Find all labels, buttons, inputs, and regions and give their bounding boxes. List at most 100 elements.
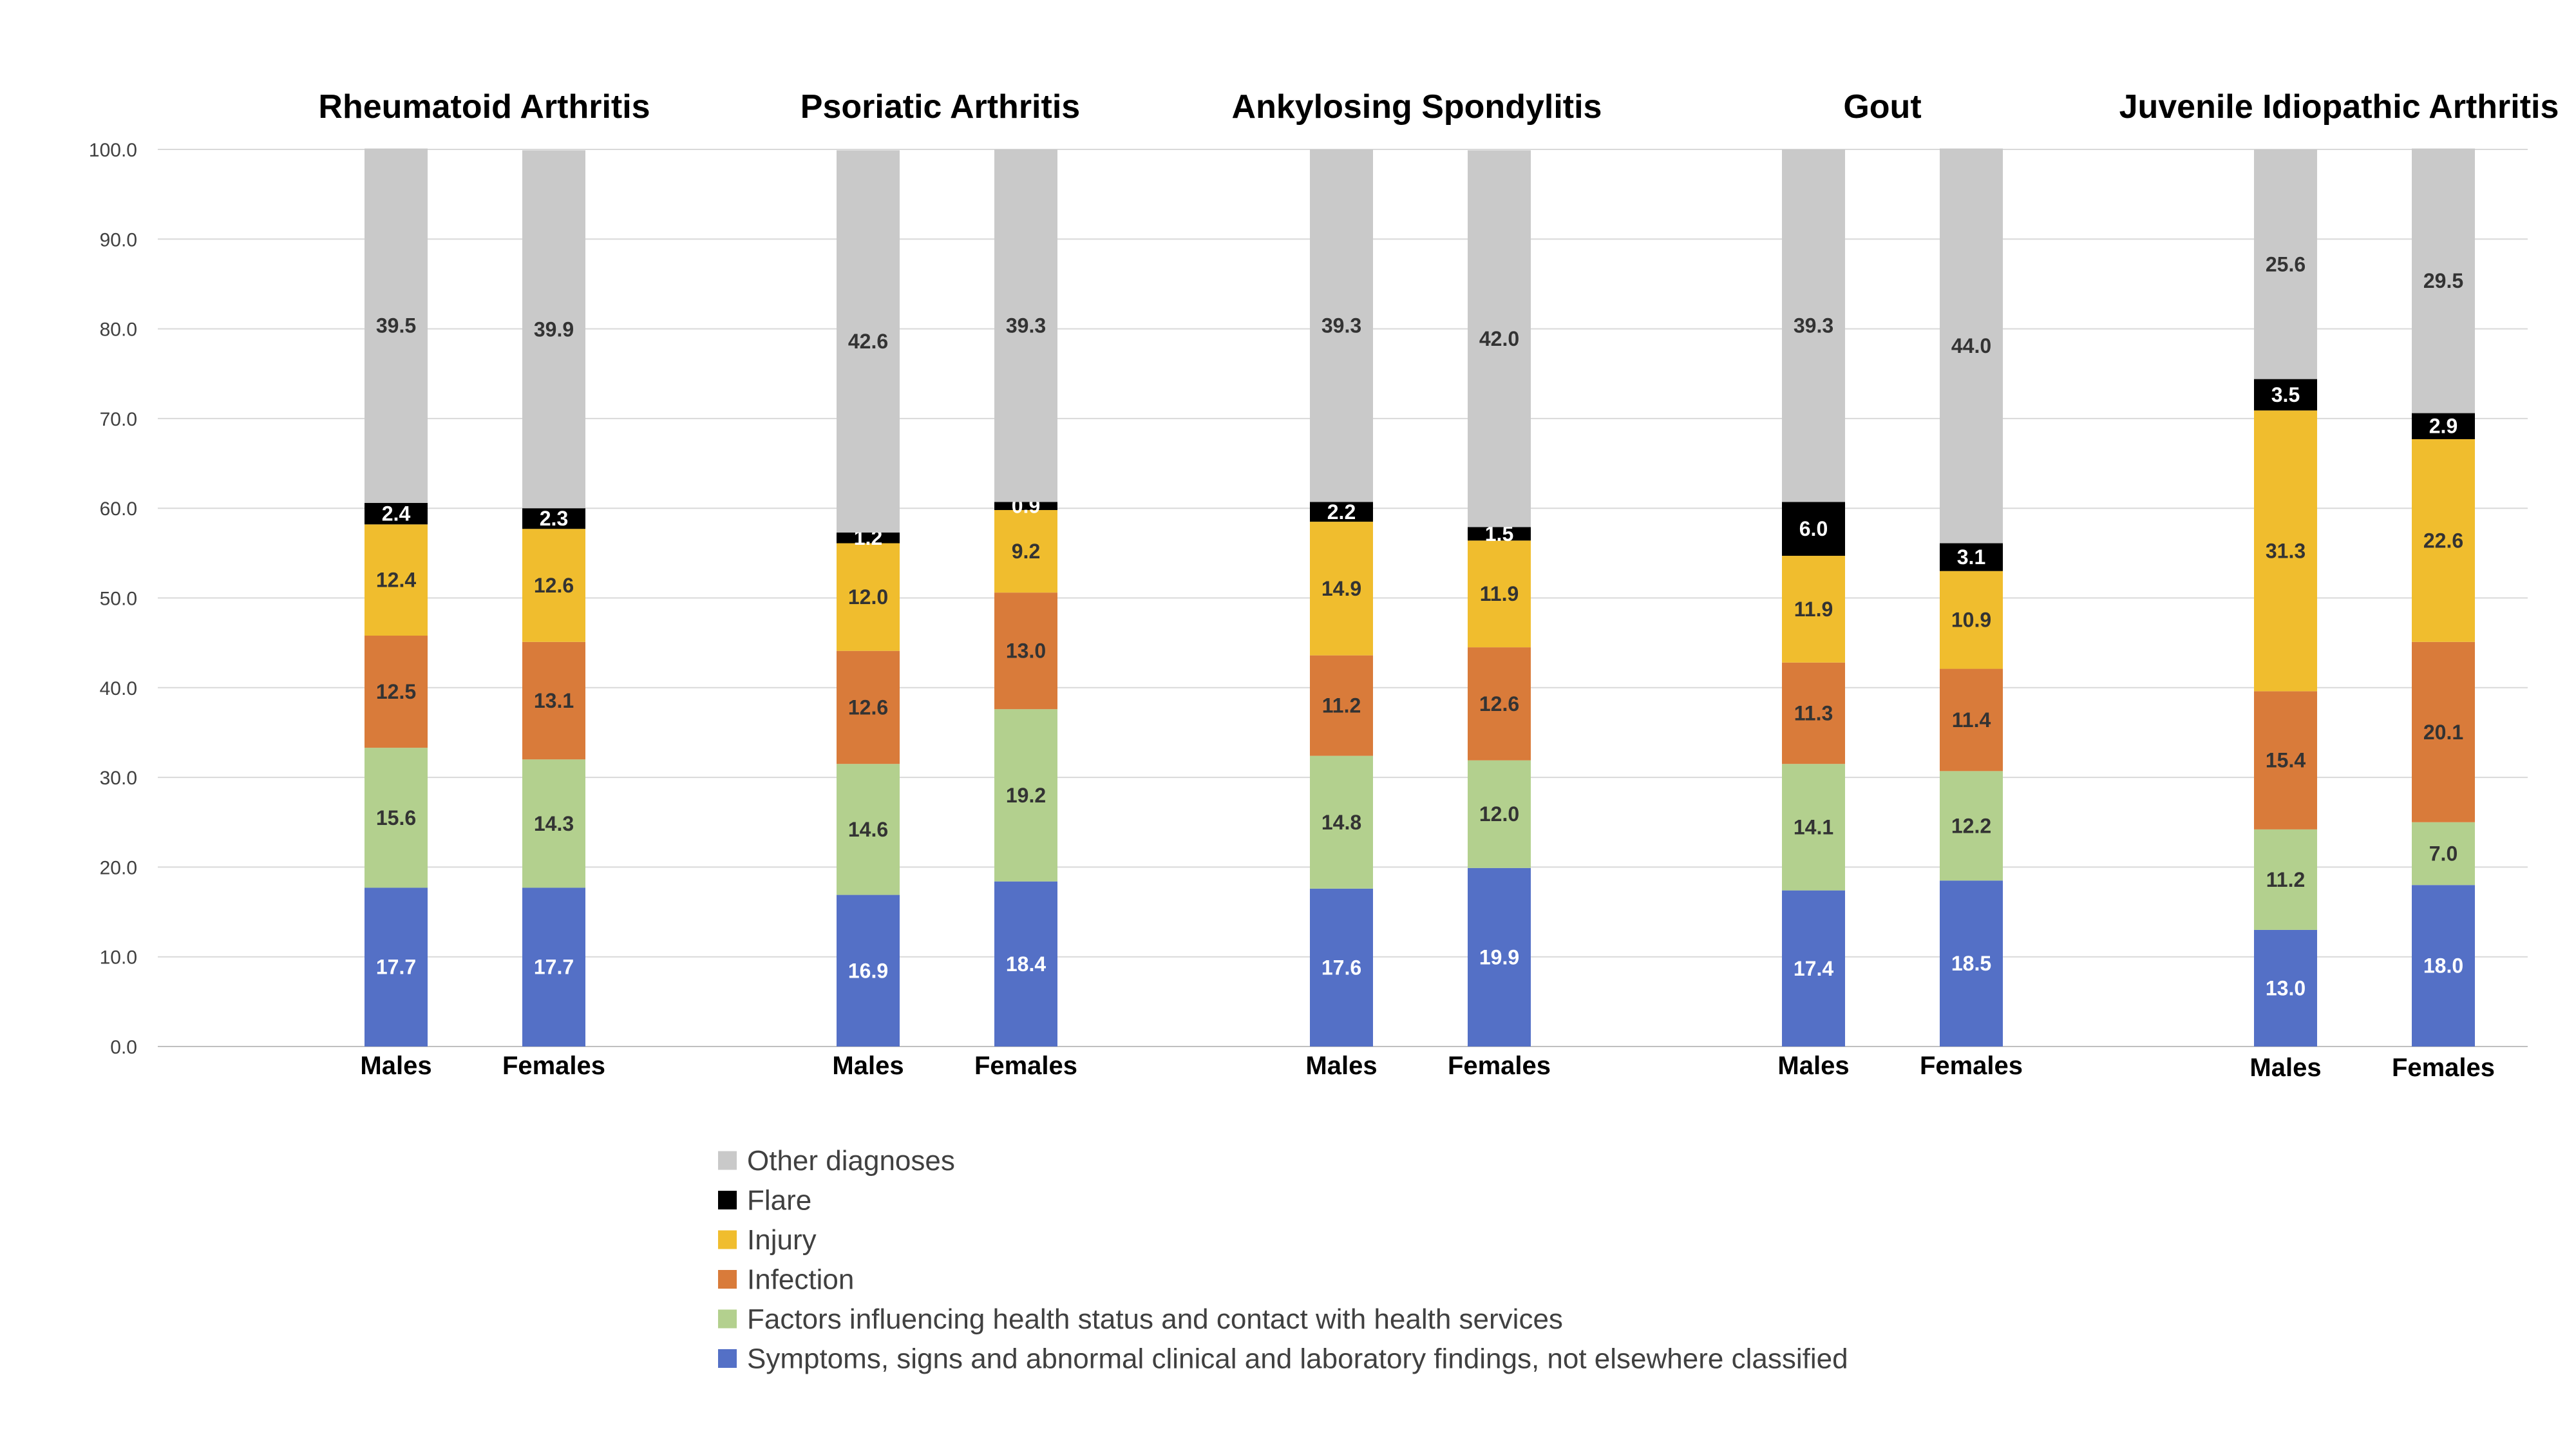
bar-segment	[837, 650, 900, 764]
data-label: 18.5	[1951, 952, 1991, 975]
bar-segment	[2412, 641, 2475, 822]
y-tick-label: 20.0	[100, 857, 137, 878]
data-label: 2.2	[1327, 500, 1356, 524]
data-label: 20.1	[2423, 721, 2463, 744]
bar-segment	[994, 709, 1057, 882]
group-title: Ankylosing Spondylitis	[1232, 88, 1602, 126]
data-label: 14.3	[534, 812, 574, 835]
data-label: 17.6	[1321, 956, 1361, 979]
bar-segment	[837, 895, 900, 1046]
data-label: 12.6	[848, 696, 888, 719]
legend-swatch	[718, 1230, 737, 1249]
data-label: 29.5	[2423, 269, 2463, 292]
category-label: Females	[502, 1052, 605, 1080]
bar-segment	[837, 543, 900, 651]
bar-segment	[522, 529, 585, 642]
bar-segment	[1468, 760, 1531, 868]
data-label: 12.2	[1951, 814, 1991, 837]
category-label: Males	[1777, 1052, 1849, 1080]
y-tick-label: 30.0	[100, 768, 137, 789]
y-tick-label: 70.0	[100, 409, 137, 430]
bar-segment	[1940, 571, 2003, 669]
bar-segment	[1940, 668, 2003, 772]
y-tick-label: 40.0	[100, 678, 137, 699]
bar-segment	[1782, 556, 1845, 663]
legend-swatch	[718, 1309, 737, 1329]
data-label: 25.6	[2266, 252, 2306, 276]
data-label: 39.5	[376, 314, 416, 337]
legend-swatch	[718, 1191, 737, 1209]
bar-segment	[837, 150, 900, 533]
bar-segment	[994, 502, 1057, 510]
data-label: 42.6	[848, 330, 888, 353]
bar-segment	[2254, 149, 2317, 379]
bar-segment	[2412, 148, 2475, 413]
data-label: 3.5	[2271, 383, 2300, 406]
legend-label: Infection	[747, 1264, 854, 1296]
bar-segment	[1782, 764, 1845, 891]
category-label: Females	[974, 1052, 1077, 1080]
bar-segment	[2254, 829, 2317, 930]
bar-segment	[1782, 149, 1845, 502]
bar-segment	[522, 887, 585, 1046]
data-label: 2.4	[382, 502, 411, 526]
bar-segment	[2254, 929, 2317, 1046]
data-label: 12.4	[376, 569, 416, 592]
legend-label: Injury	[747, 1224, 817, 1256]
bar-segment	[2254, 691, 2317, 829]
bar-segment	[994, 881, 1057, 1046]
y-tick-label: 50.0	[100, 589, 137, 610]
y-tick-label: 100.0	[89, 140, 137, 161]
bar-segment	[1940, 543, 2003, 571]
bar-segment	[2254, 410, 2317, 692]
data-label: 6.0	[1799, 517, 1828, 540]
data-label: 15.6	[376, 806, 416, 829]
bar-segment	[1310, 502, 1373, 522]
data-label: 13.0	[2266, 976, 2306, 999]
y-tick-label: 90.0	[100, 229, 137, 251]
data-label: 39.3	[1006, 314, 1046, 337]
data-label: 12.5	[376, 680, 416, 703]
data-label: 14.6	[848, 818, 888, 841]
data-label: 13.1	[534, 689, 574, 712]
data-label: 39.3	[1794, 314, 1833, 337]
bar-segment	[522, 150, 585, 509]
bar-segment	[1940, 880, 2003, 1046]
data-label: 12.0	[1479, 802, 1519, 826]
y-tick-label: 10.0	[100, 947, 137, 969]
data-label: 11.9	[1480, 582, 1519, 605]
bar-segment	[2254, 379, 2317, 411]
bar-segment	[1468, 150, 1531, 527]
bar-segment	[365, 887, 428, 1046]
data-label: 2.3	[540, 507, 568, 530]
y-tick-label: 0.0	[110, 1037, 137, 1058]
data-label: 42.0	[1479, 327, 1519, 350]
data-label: 19.9	[1479, 945, 1519, 969]
group-title: Rheumatoid Arthritis	[318, 88, 650, 126]
data-label: 10.9	[1951, 609, 1991, 632]
data-label: 11.4	[1952, 708, 1991, 732]
bar-segment	[1782, 890, 1845, 1046]
data-label: 44.0	[1951, 334, 1991, 357]
bar-segment	[365, 502, 428, 525]
group-title: Psoriatic Arthritis	[800, 88, 1080, 126]
data-label: 12.0	[848, 585, 888, 609]
data-label: 14.9	[1321, 577, 1361, 600]
bar-segment	[1310, 755, 1373, 889]
legend-label: Flare	[747, 1185, 811, 1217]
legend-swatch	[718, 1349, 737, 1368]
bar-segment	[1310, 655, 1373, 756]
group-title: Gout	[1843, 88, 1921, 126]
bar-segment	[1940, 771, 2003, 881]
category-label: Males	[1305, 1052, 1377, 1080]
bar-segment	[365, 524, 428, 636]
bar-segment	[994, 149, 1057, 502]
bar-segment	[1468, 527, 1531, 541]
data-label: 11.2	[2266, 868, 2306, 891]
category-label: Females	[2392, 1054, 2495, 1082]
data-label: 11.3	[1794, 702, 1833, 725]
legend-swatch	[718, 1270, 737, 1289]
group-titles: Rheumatoid Arthritis Psoriatic Arthritis A…	[318, 88, 2559, 126]
bar-segment	[1782, 502, 1845, 556]
